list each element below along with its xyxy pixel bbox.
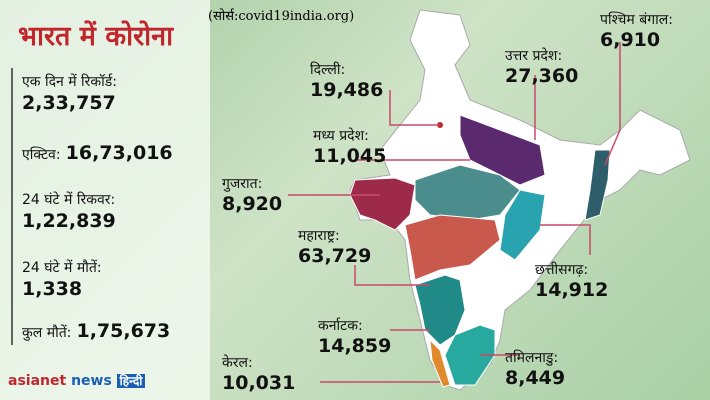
state-name: महाराष्ट्र: bbox=[298, 228, 340, 244]
stat-label: एक्टिव: bbox=[22, 147, 61, 163]
state-name: मध्य प्रदेश: bbox=[313, 128, 369, 144]
state-value: 63,729 bbox=[298, 245, 372, 267]
maharashtra bbox=[404, 214, 501, 281]
stat-label: कुल मौतें: bbox=[22, 325, 72, 341]
tamilnadu bbox=[444, 324, 496, 386]
stat-label: एक दिन में रिकॉर्ड: bbox=[22, 74, 117, 90]
logo-lang: हिन्दी bbox=[116, 374, 146, 388]
state-name: दिल्ली: bbox=[310, 62, 346, 78]
stat-value: 1,75,673 bbox=[76, 320, 171, 342]
state-value: 19,486 bbox=[310, 79, 384, 101]
stat-label: 24 घंटे में मौतें: bbox=[22, 260, 102, 276]
state-value: 11,045 bbox=[313, 145, 387, 167]
stat-value: 2,33,757 bbox=[22, 92, 116, 114]
stat-value: 1,338 bbox=[22, 278, 83, 300]
stat-label: 24 घंटे में रिकवर: bbox=[22, 192, 116, 208]
state-value: 14,912 bbox=[535, 279, 609, 301]
state-value: 14,859 bbox=[318, 335, 392, 357]
state-value: 6,910 bbox=[600, 29, 661, 51]
state-value: 10,031 bbox=[222, 372, 296, 394]
source: (सोर्स:covid19india.org) bbox=[208, 9, 355, 24]
state-name: तमिलनाडु: bbox=[505, 350, 559, 366]
kerala bbox=[429, 338, 451, 388]
logo: asianet news हिन्दी bbox=[8, 372, 146, 389]
westbengal bbox=[584, 149, 611, 221]
state-value: 8,449 bbox=[505, 367, 566, 389]
state-value: 27,360 bbox=[505, 65, 579, 87]
state-value: 8,920 bbox=[222, 193, 283, 215]
state-name: उत्तर प्रदेश: bbox=[505, 48, 563, 64]
stat-value: 16,73,016 bbox=[65, 142, 173, 164]
up bbox=[459, 114, 546, 186]
logo-brand: asianet bbox=[8, 373, 67, 389]
stats-panel bbox=[0, 0, 210, 400]
stat-value: 1,22,839 bbox=[22, 210, 116, 232]
state-name: छत्तीसगढ़: bbox=[535, 262, 589, 278]
chhattisgarh bbox=[499, 189, 546, 261]
mp bbox=[414, 164, 521, 221]
state-name: केरल: bbox=[222, 355, 253, 371]
logo-news: news bbox=[71, 373, 112, 389]
state-name: पश्चिम बंगाल: bbox=[600, 12, 673, 28]
state-name: गुजरात: bbox=[222, 176, 263, 192]
gujarat bbox=[349, 177, 416, 231]
state-name: कर्नाटक: bbox=[318, 318, 363, 334]
title: भारत में कोरोना bbox=[18, 21, 174, 52]
leaders bbox=[288, 42, 621, 383]
